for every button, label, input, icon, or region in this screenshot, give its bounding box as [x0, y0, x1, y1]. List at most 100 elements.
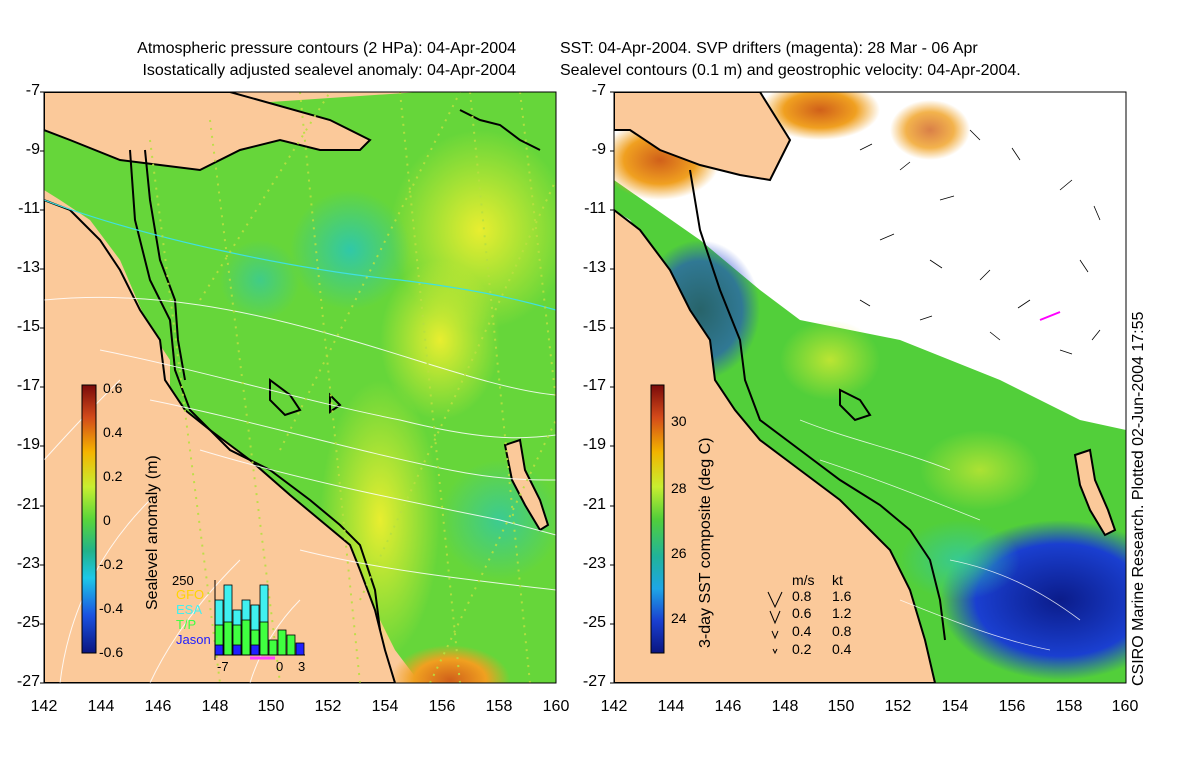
arrow-0.4: [771, 630, 779, 640]
left-title-line2: Isostatically adjusted sealevel anomaly:…: [142, 62, 516, 79]
high-anomaly-area: [390, 645, 510, 683]
velocity-legend-kt: 0.8: [832, 623, 852, 639]
y-tick-label: -15: [582, 318, 606, 335]
velocity-legend-ms: 0.6: [792, 605, 812, 621]
x-tick-label: 156: [428, 698, 456, 715]
cape-york-coast: [144, 149, 186, 381]
reef-line: [689, 169, 946, 641]
colorbar-tick-label: -0.4: [99, 600, 124, 616]
right-map-title: SST: 04-Apr-2004. SVP drifters (magenta)…: [560, 38, 1021, 82]
x-tick-label: 144: [87, 698, 115, 715]
legend-tp: T/P: [176, 617, 197, 632]
reef-patch: [839, 388, 872, 422]
warm-water-area: [780, 320, 880, 400]
y-tick-label: -9: [25, 141, 40, 158]
y-tick-label: -7: [591, 82, 606, 99]
x-tick-label: 158: [485, 698, 513, 715]
new-caledonia: [1073, 448, 1117, 537]
axis-ticks: [40, 91, 614, 684]
sst-colorbar-label: 3-day SST composite (deg C): [697, 437, 714, 648]
y-tick-label: -27: [582, 673, 606, 690]
x-tick-label: 148: [201, 698, 229, 715]
x-tick-label: 160: [1111, 698, 1139, 715]
colorbar-label: Sealevel anomaly (m): [144, 455, 161, 610]
velocity-legend-ms: 0.4: [792, 623, 812, 639]
x-tick-label: 142: [30, 698, 58, 715]
right-map: [614, 92, 1126, 683]
velocity-legend-ms: 0.8: [792, 588, 812, 604]
arrow-0.6: [769, 610, 781, 625]
australia-land: [614, 208, 937, 683]
colorbar-tick-label: 0.4: [103, 424, 123, 440]
velocity-unit-ms: m/s: [792, 572, 815, 588]
velocity-unit-kt: kt: [832, 572, 843, 588]
y-tick-label: -13: [16, 259, 40, 276]
y-tick-label: -25: [582, 614, 606, 631]
reef-line: [129, 149, 381, 631]
colorbar-tick-label: -0.6: [99, 644, 124, 660]
colorbar-tick-label: 0.6: [103, 380, 123, 396]
velocity-legend-kt: 1.2: [832, 605, 852, 621]
x-tick-label: 152: [314, 698, 342, 715]
new-caledonia: [503, 438, 550, 532]
y-tick-label: -13: [582, 259, 606, 276]
x-tick-label: 154: [941, 698, 969, 715]
legend-gfo: GFO: [176, 587, 205, 602]
sst-colorbar: [650, 384, 665, 654]
arrow-0.8: [767, 591, 783, 609]
y-tick-label: -7: [25, 82, 40, 99]
reef-patch: [269, 378, 302, 417]
credit-text: CSIRO Marine Research. Plotted 02-Jun-20…: [1130, 311, 1147, 686]
low-anomaly-area: [220, 240, 300, 320]
mid-temperature-area: [900, 520, 1020, 600]
colorbar-tick-label: 26: [671, 545, 687, 561]
velocity-legend-arrows: [767, 591, 783, 655]
altimeter-histogram: [214, 580, 305, 660]
velocity-legend-kt: 0.4: [832, 641, 852, 657]
colorbar-tick-label: -0.2: [99, 556, 124, 572]
histogram-max-label: 250: [172, 573, 194, 588]
reef-patch: [329, 392, 342, 414]
x-tick-label: 154: [371, 698, 399, 715]
x-tick-label: 156: [998, 698, 1026, 715]
x-tick-label: 144: [657, 698, 685, 715]
hot-water-area: [890, 100, 970, 160]
y-tick-label: -27: [16, 673, 40, 690]
right-title-line2: Sealevel contours (0.1 m) and geostrophi…: [560, 62, 1021, 79]
y-tick-label: -15: [16, 318, 40, 335]
new-guinea-land: [614, 92, 792, 182]
histogram-x-tick: -7: [217, 659, 229, 674]
velocity-legend-kt: 1.6: [832, 588, 852, 604]
x-tick-label: 158: [1055, 698, 1083, 715]
colorbar-tick-label: 24: [671, 610, 687, 626]
x-tick-label: 152: [884, 698, 912, 715]
left-title-line1: Atmospheric pressure contours (2 HPa): 0…: [137, 40, 516, 57]
y-tick-label: -11: [18, 200, 40, 217]
left-map: [44, 92, 556, 683]
y-tick-label: -9: [591, 141, 606, 158]
y-tick-label: -19: [582, 436, 606, 453]
high-anomaly-area: [380, 260, 500, 420]
colorbar-tick-label: 28: [671, 480, 687, 496]
low-anomaly-area: [290, 190, 410, 310]
new-guinea-land: [44, 92, 372, 172]
x-tick-label: 150: [827, 698, 855, 715]
hot-water-area: [760, 92, 880, 140]
x-tick-label: 146: [144, 698, 172, 715]
y-tick-label: -21: [16, 496, 40, 513]
histogram-x-tick: 3: [298, 659, 306, 674]
pressure-contour-low: [44, 199, 556, 311]
colorbar-tick-label: 0.2: [103, 468, 123, 484]
x-tick-label: 146: [714, 698, 742, 715]
y-tick-label: -17: [16, 377, 40, 394]
legend-jason: Jason: [176, 632, 211, 647]
left-map-title: Atmospheric pressure contours (2 HPa): 0…: [40, 38, 516, 82]
y-tick-label: -17: [582, 377, 606, 394]
arrow-0.2: [772, 648, 778, 655]
legend-esa: ESA: [176, 602, 203, 617]
velocity-legend-ms: 0.2: [792, 641, 812, 657]
y-tick-label: -25: [16, 614, 40, 631]
sea-level-colorbar: [81, 384, 97, 654]
x-tick-label: 150: [257, 698, 285, 715]
